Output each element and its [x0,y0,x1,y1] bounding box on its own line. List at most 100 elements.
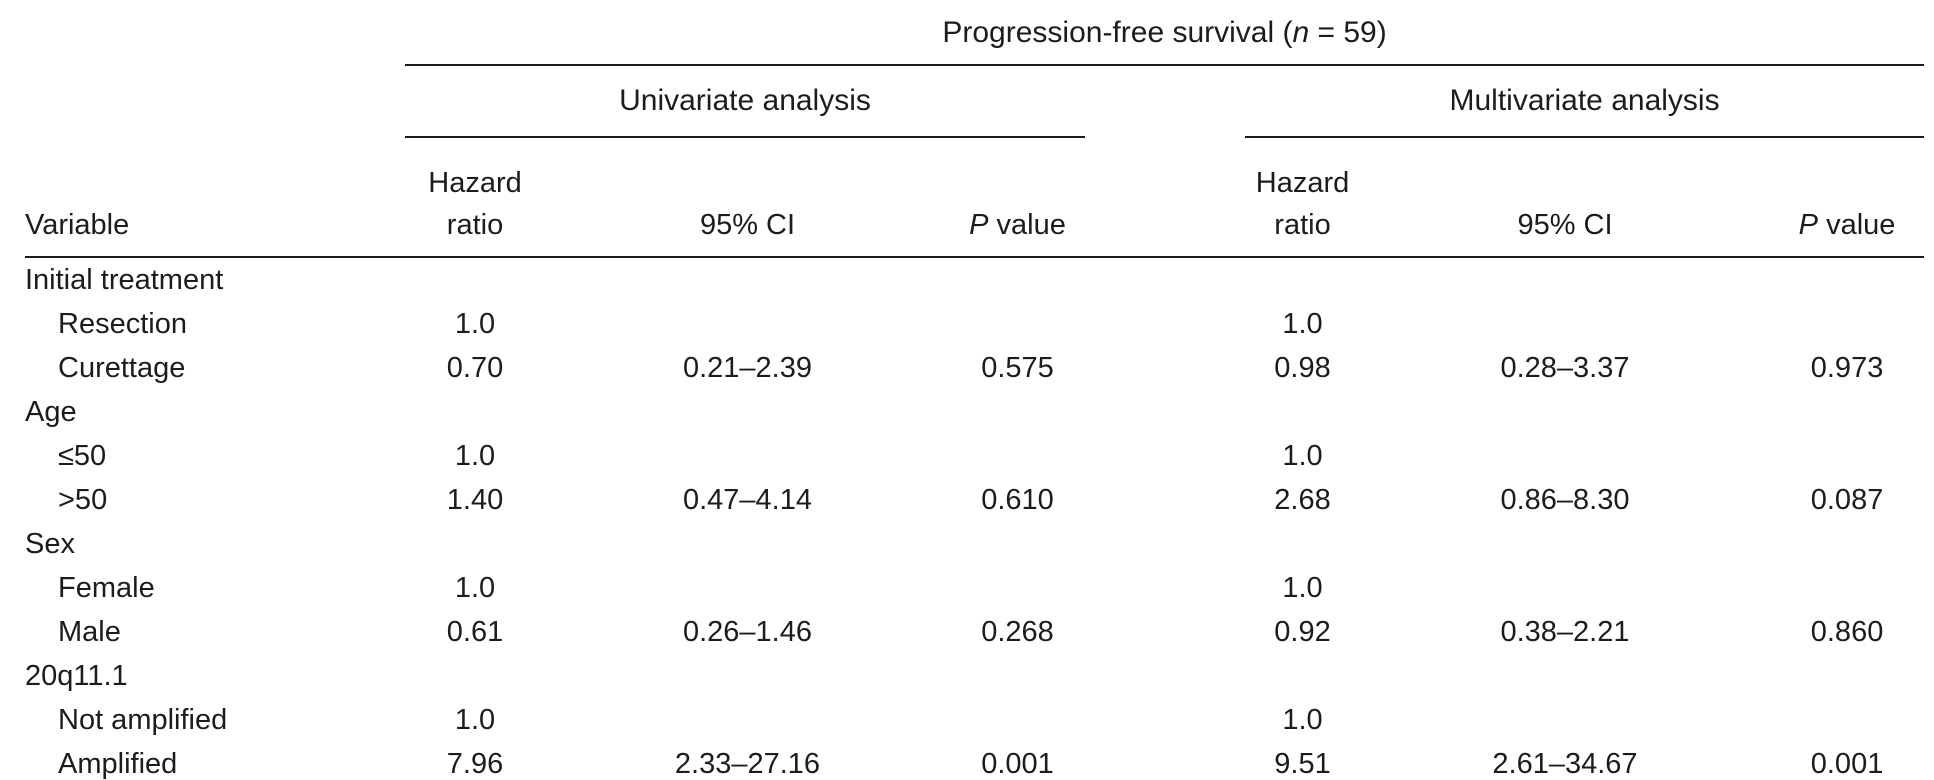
group-spacer [25,65,405,137]
univariate-hazard-ratio-cell: 1.0 [454,439,496,472]
univariate-hazard-ratio-cell: 1.0 [454,571,496,604]
variable-cell: Not amplified [58,703,228,736]
variable-cell: Amplified [58,747,178,780]
survival-analysis-table: Progression-free survival (n = 59) Univa… [25,2,1925,780]
multivariate-ci-cell [1360,522,1770,566]
multivariate-hazard-ratio-cell: 9.51 [1274,747,1331,780]
univariate-p-value-cell [950,390,1085,434]
variable-cell: Curettage [58,351,186,384]
univariate-group-header: Univariate analysis [405,65,1085,138]
gap-cell [1085,302,1245,346]
multivariate-p-value-cell [1770,522,1924,566]
gap-cell [1085,742,1245,780]
multivariate-ci-cell [1360,654,1770,698]
hazard-ratio-line2: ratio [446,209,504,241]
table-row: Curettage 0.70 0.21–2.39 0.575 0.98 0.28… [25,346,1924,390]
gap-cell [1085,610,1245,654]
univariate-ci-cell [545,566,950,610]
p-italic: P [1798,209,1819,241]
multivariate-p-value-cell [1770,698,1924,742]
table-row: Sex [25,522,1924,566]
table-row: Initial treatment [25,257,1924,302]
univariate-p-value-cell [950,698,1085,742]
univariate-ci-cell [545,257,950,302]
table-row: >50 1.40 0.47–4.14 0.610 2.68 0.86–8.30 … [25,478,1924,522]
multivariate-ci-cell [1360,698,1770,742]
multivariate-ci-cell [1360,257,1770,302]
p-rest: value [1818,209,1896,241]
multivariate-p-value-cell: 0.860 [1810,615,1884,648]
univariate-ci-cell: 0.47–4.14 [682,483,812,516]
group-header-row: Univariate analysis Multivariate analysi… [25,65,1925,138]
univariate-p-value-cell [950,434,1085,478]
multivariate-ci-cell: 0.38–2.21 [1500,615,1630,648]
variable-cell: Resection [58,307,187,340]
table-row: Resection 1.0 1.0 [25,302,1924,346]
gap-cell [1085,478,1245,522]
spanner-row: Progression-free survival (n = 59) [25,2,1925,66]
table-body: Initial treatment Resection 1.0 1.0 Cure… [25,257,1924,780]
univariate-hazard-ratio-cell [405,654,545,698]
column-header-row: Variable Hazard ratio 95% CI P value Haza… [25,137,1925,258]
univariate-hazard-ratio-cell [405,390,545,434]
variable-cell: Sex [25,527,75,560]
multivariate-hazard-ratio-cell: 1.0 [1282,703,1323,736]
p-rest: value [988,209,1066,241]
univariate-hazard-ratio-cell [405,522,545,566]
univariate-ci-cell [545,654,950,698]
multivariate-ci-cell: 2.61–34.67 [1492,747,1638,780]
hazard-ratio-line1: Hazard [1255,167,1350,199]
multivariate-hazard-ratio-cell [1245,390,1360,434]
gap-cell [1085,434,1245,478]
variable-cell: >50 [58,483,108,516]
multivariate-p-value-cell [1770,566,1924,610]
hazard-ratio-line2: ratio [1274,209,1331,241]
multivariate-hazard-ratio-cell: 1.0 [1282,307,1323,340]
multivariate-ci-header: 95% CI [1360,137,1770,258]
table-row: Female 1.0 1.0 [25,566,1924,610]
univariate-ci-cell [545,434,950,478]
multivariate-hazard-ratio-cell: 1.0 [1282,439,1323,472]
table-row: Amplified 7.96 2.33–27.16 0.001 9.51 2.6… [25,742,1924,780]
gap-cell [1085,257,1245,302]
multivariate-p-value-cell [1770,390,1924,434]
multivariate-hazard-ratio-cell [1245,522,1360,566]
multivariate-p-value-cell [1770,434,1924,478]
multivariate-p-value-cell: 0.087 [1810,483,1884,516]
univariate-ci-cell [545,302,950,346]
univariate-p-value-cell [950,257,1085,302]
header-gap [1085,137,1245,258]
spanner-title-pre: Progression-free survival ( [942,16,1293,49]
univariate-hazard-ratio-header: Hazard ratio [405,137,545,258]
variable-cell: Initial treatment [25,263,224,296]
multivariate-hazard-ratio-cell: 2.68 [1274,483,1331,516]
multivariate-p-value-cell [1770,257,1924,302]
univariate-ci-cell: 0.21–2.39 [682,351,812,384]
gap-cell [1085,522,1245,566]
univariate-ci-cell: 2.33–27.16 [674,747,821,780]
spanner-title: Progression-free survival (n = 59) [405,2,1925,66]
univariate-p-value-header: P value [950,137,1085,258]
univariate-hazard-ratio-cell: 1.0 [454,703,496,736]
univariate-p-value-cell: 0.610 [981,483,1054,516]
hazard-ratio-line1: Hazard [428,167,522,199]
multivariate-ci-cell [1360,302,1770,346]
multivariate-hazard-ratio-cell: 0.98 [1274,351,1331,384]
variable-cell: Age [25,395,77,428]
univariate-ci-cell [545,698,950,742]
table-row: Male 0.61 0.26–1.46 0.268 0.92 0.38–2.21… [25,610,1924,654]
multivariate-p-value-cell: 0.973 [1810,351,1884,384]
multivariate-p-value-cell [1770,654,1924,698]
univariate-hazard-ratio-cell: 1.40 [446,483,504,516]
univariate-ci-cell [545,522,950,566]
variable-cell: Female [58,571,155,604]
spanner-title-post: = 59) [1309,16,1387,49]
gap-cell [1085,654,1245,698]
gap-cell [1085,346,1245,390]
gap-cell [1085,390,1245,434]
table-row: ≤50 1.0 1.0 [25,434,1924,478]
multivariate-ci-cell: 0.86–8.30 [1500,483,1630,516]
univariate-p-value-cell [950,566,1085,610]
multivariate-hazard-ratio-cell: 1.0 [1282,571,1323,604]
